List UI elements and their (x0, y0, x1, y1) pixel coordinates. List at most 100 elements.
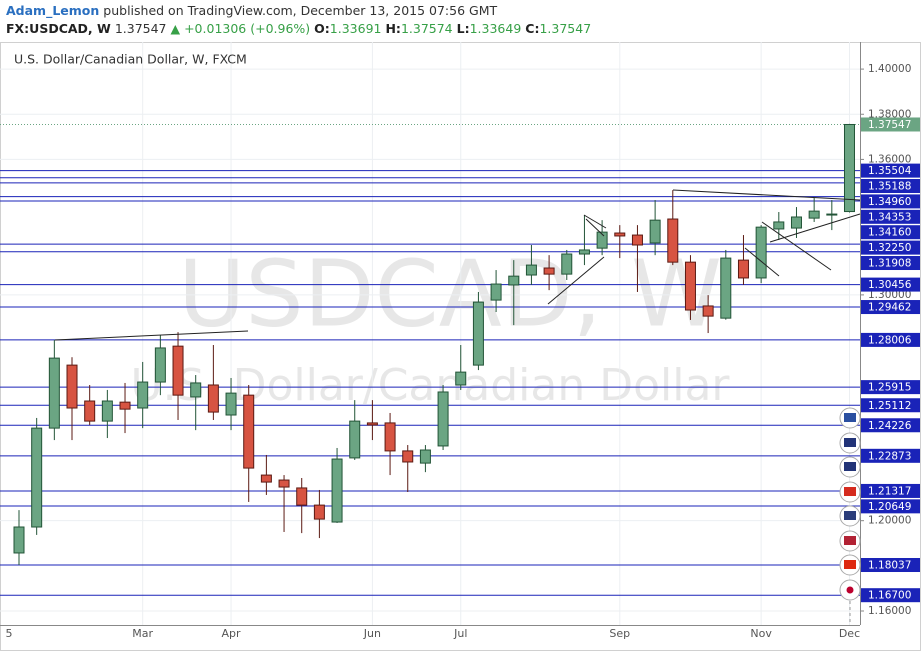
ohlc-key: H: (385, 21, 401, 36)
level-label-box (861, 448, 920, 463)
candle-body (790, 216, 802, 229)
header-line-2: FX:USDCAD, W 1.37547 ▲ +0.01306 (+0.96%)… (6, 20, 591, 38)
candle-body (13, 526, 25, 554)
x-tick-label: Apr (222, 627, 242, 640)
candle-body (472, 301, 484, 366)
level-label-box (861, 209, 920, 224)
candle-body (31, 427, 43, 528)
ohlc-value: 1.37574 (400, 21, 453, 36)
trend-line (761, 221, 832, 271)
candle-body (366, 422, 378, 426)
candle-body (490, 283, 502, 301)
candle-body (119, 401, 131, 410)
candle-body (66, 364, 78, 409)
level-label-box (861, 332, 920, 347)
level-label-box (861, 240, 920, 255)
flag-au (844, 462, 856, 471)
level-label: 1.34160 (868, 227, 911, 239)
trend-line (583, 214, 607, 229)
watermark-subtitle: U.S. Dollar/Canadian Dollar (130, 360, 730, 411)
flag-nz (844, 438, 856, 447)
author[interactable]: Adam_Lemon (6, 3, 100, 18)
x-tick-label: Sep (609, 627, 630, 640)
candle-body (684, 261, 696, 311)
candle-body (508, 275, 520, 286)
candle-body (649, 219, 661, 244)
level-label: 1.30456 (868, 279, 912, 291)
candle-body (596, 231, 608, 249)
flag-us (844, 536, 856, 545)
candle-body (826, 213, 838, 216)
price: 1.37547 (114, 21, 167, 36)
candle-body (384, 422, 396, 452)
last-price-label: 1.37547 (868, 119, 911, 131)
candle-body (808, 210, 820, 219)
level-label: 1.32250 (868, 242, 911, 254)
y-tick-label: 1.40000 (868, 63, 911, 75)
level-label: 1.35504 (868, 165, 912, 177)
y-tick-label: 1.16000 (868, 605, 911, 617)
candle-body (667, 218, 679, 263)
flag-ch (844, 487, 856, 496)
level-label-box (861, 300, 920, 315)
candle-body (773, 221, 785, 230)
level-label: 1.18037 (868, 560, 911, 572)
trend-line (547, 256, 605, 305)
level-label-box (861, 398, 920, 413)
trend-lines (54, 189, 861, 341)
candle-body (720, 257, 732, 319)
candle-body (331, 458, 343, 523)
candle-body (402, 450, 414, 463)
level-label: 1.25915 (868, 382, 911, 394)
candle-body (84, 400, 96, 422)
level-label-box (861, 558, 920, 573)
plot-layer (0, 123, 860, 596)
header-line-1: Adam_Lemon published on TradingView.com,… (6, 2, 591, 20)
level-label: 1.34353 (868, 211, 911, 223)
candle-body (207, 384, 219, 413)
level-label: 1.25112 (868, 400, 911, 412)
y-tick-label: 1.36000 (868, 153, 911, 165)
x-tick-label: 5 (6, 627, 13, 640)
published: published on TradingView.com, December 1… (103, 3, 498, 18)
trend-line (672, 189, 861, 201)
flag-eu (844, 413, 856, 422)
candle-body (419, 449, 431, 464)
candle-body (525, 264, 537, 276)
ohlc-value: 1.33691 (329, 21, 382, 36)
level-label-box (861, 588, 920, 603)
last-price-label-box (861, 117, 920, 132)
candle-body (737, 259, 749, 279)
watermark: USDCAD, W (178, 240, 722, 347)
level-label-box (861, 225, 920, 240)
level-label: 1.35188 (868, 181, 911, 193)
candle-body (755, 226, 767, 279)
level-label: 1.20649 (868, 501, 911, 513)
level-label: 1.22873 (868, 450, 911, 462)
candle-body (154, 347, 166, 383)
level-label-box (861, 499, 920, 514)
candle-body (843, 123, 855, 213)
candle-body (190, 382, 202, 398)
level-label-box (861, 179, 920, 194)
header: Adam_Lemon published on TradingView.com,… (6, 2, 591, 38)
candle-body (172, 345, 184, 396)
candle-body (349, 420, 361, 459)
level-label: 1.29462 (868, 302, 911, 314)
ohlc-key: O: (314, 21, 330, 36)
chart-title: U.S. Dollar/Canadian Dollar, W, FXCM (14, 52, 247, 67)
y-tick-label: 1.20000 (868, 515, 911, 527)
level-label-box (861, 418, 920, 433)
level-label-box (861, 380, 920, 395)
candle-body (48, 357, 60, 429)
candle-body (437, 391, 449, 447)
x-tick-label: Mar (132, 627, 153, 640)
candle-body (578, 249, 590, 255)
x-tick-label: Dec (839, 627, 860, 640)
level-label: 1.16700 (868, 590, 911, 602)
level-label-box (861, 483, 920, 498)
candle-body (631, 234, 643, 246)
level-label: 1.28006 (868, 334, 912, 346)
